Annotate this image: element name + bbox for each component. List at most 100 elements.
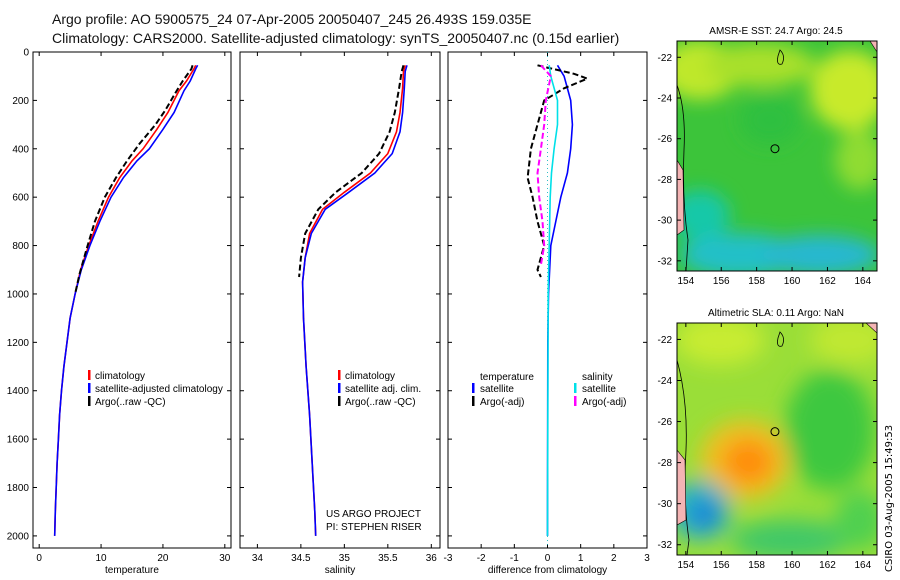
sst-map-xtick-label: 154 <box>678 276 695 287</box>
legend-swatch-sal-argo <box>574 396 577 406</box>
sst-map-float-marker <box>770 144 780 154</box>
legend-swatch-climatology <box>88 370 91 380</box>
sla-map-xtick-label: 154 <box>678 560 695 571</box>
difference-series-temperature-satellite <box>546 64 574 536</box>
temperature-legend: climatology satellite-adjusted climatolo… <box>88 370 223 408</box>
depth-tick-label: 0 <box>23 48 29 59</box>
legend-swatch-argo <box>338 396 341 406</box>
difference-legend: temperature satellite Argo(-adj) salinit… <box>472 372 626 408</box>
temperature-xtick-label: 10 <box>96 553 108 564</box>
legend-swatch-sal-satellite <box>574 383 577 393</box>
sst-map-xtick-label: 160 <box>784 276 801 287</box>
depth-tick-label: 1400 <box>7 386 30 397</box>
salinity-legend: climatology satellite adj. clim. Argo(..… <box>338 370 421 408</box>
legend-label: satellite <box>480 384 514 395</box>
legend-swatch-argo <box>88 396 91 406</box>
difference-xtick-label: -3 <box>444 553 453 564</box>
sla-map-field <box>677 323 877 555</box>
difference-xtick-label: 3 <box>644 553 650 564</box>
sst-map-xtick-label: 156 <box>713 276 730 287</box>
difference-xtick-label: 0 <box>545 553 551 564</box>
sst-map-xtick-label: 158 <box>748 276 765 287</box>
sla-map-frame <box>676 322 878 556</box>
sst-map-ytick-label: -32 <box>658 256 673 267</box>
depth-tick-label: 600 <box>12 193 29 204</box>
difference-xtick-label: 2 <box>611 553 617 564</box>
depth-tick-label: 1200 <box>7 338 30 349</box>
sla-map-xtick-label: 156 <box>713 560 730 571</box>
difference-series-temperature-argo-adj- <box>526 64 591 278</box>
legend-label: Argo(-adj) <box>582 397 626 408</box>
sla-map-title: Altimetric SLA: 0.11 Argo: NaN <box>708 308 844 319</box>
legend-swatch-climatology <box>338 370 341 380</box>
temperature-xlabel: temperature <box>105 565 159 576</box>
temperature-xtick-label: 20 <box>157 553 169 564</box>
depth-tick-label: 200 <box>12 96 29 107</box>
depth-tick-label: 1600 <box>7 435 30 446</box>
salinity-xtick-label: 36 <box>426 553 438 564</box>
sla-map-float-marker <box>770 427 780 437</box>
salinity-xtick-label: 34.5 <box>291 553 311 564</box>
legend-swatch-satellite <box>88 383 91 393</box>
salinity-series-climatology <box>301 65 406 536</box>
sla-map-xtick-label: 158 <box>748 560 765 571</box>
timestamp-stamp: CSIRO 03-Aug-2005 15:49:53 <box>884 424 895 572</box>
sla-map-ytick-label: -30 <box>658 499 673 510</box>
sla-map-ytick-label: -28 <box>658 458 673 469</box>
land-patch <box>677 41 877 526</box>
legend-label: satellite-adjusted climatology <box>95 384 223 395</box>
sla-map-ytick-label: -24 <box>658 376 673 387</box>
sst-map-title: AMSR-E SST: 24.7 Argo: 24.5 <box>709 26 843 37</box>
depth-tick-label: 1800 <box>7 483 30 494</box>
legend-label: salinity <box>582 372 613 383</box>
pi-credit: PI: STEPHEN RISER <box>326 522 422 533</box>
sst-map-ytick-label: -22 <box>658 53 673 64</box>
temperature-series-argo-raw-qc- <box>74 64 194 295</box>
legend-label: climatology <box>95 371 145 382</box>
temperature-series-satellite-adjusted-climatology <box>53 64 199 536</box>
legend-label: satellite <box>582 384 616 395</box>
difference-xlabel: difference from climatology <box>488 565 607 576</box>
difference-xtick-label: -2 <box>477 553 486 564</box>
temperature-axes-frame <box>32 51 232 549</box>
project-credit: US ARGO PROJECT <box>326 509 421 520</box>
temperature-series-climatology <box>53 64 197 536</box>
salinity-xtick-label: 35 <box>339 553 351 564</box>
sst-map-ytick-label: -30 <box>658 216 673 227</box>
salinity-xlabel: salinity <box>325 565 356 576</box>
temperature-xtick-label: 0 <box>36 553 42 564</box>
legend-label: temperature <box>480 372 534 383</box>
salinity-series-argo-raw-qc- <box>298 65 405 278</box>
sst-map-ytick-label: -28 <box>658 175 673 186</box>
legend-label: Argo(..raw -QC) <box>95 397 166 408</box>
sst-map-frame <box>676 40 878 272</box>
depth-tick-label: 800 <box>12 241 29 252</box>
salinity-xtick-label: 34 <box>252 553 264 564</box>
figure-subtitle: Climatology: CARS2000. Satellite-adjuste… <box>52 30 620 46</box>
sla-map-xtick-label: 160 <box>784 560 801 571</box>
sla-map-ytick-label: -26 <box>658 417 673 428</box>
sla-map-xtick-label: 164 <box>854 560 871 571</box>
depth-tick-label: 2000 <box>7 531 30 542</box>
salinity-axes-frame <box>239 51 441 549</box>
legend-label: Argo(-adj) <box>480 397 524 408</box>
depth-tick-label: 1000 <box>7 289 30 300</box>
legend-label: climatology <box>345 371 395 382</box>
difference-series-salinity-satellite <box>546 65 559 536</box>
sst-map-xtick-label: 162 <box>819 276 836 287</box>
difference-xtick-label: 1 <box>578 553 584 564</box>
salinity-xtick-label: 35.5 <box>378 553 398 564</box>
legend-label: Argo(..raw -QC) <box>345 397 416 408</box>
difference-series-salinity-argo-adj- <box>536 64 552 266</box>
sst-map-field <box>677 41 877 271</box>
sst-map-ytick-label: -24 <box>658 93 673 104</box>
legend-swatch-temp-argo <box>472 396 475 406</box>
depth-tick-label: 400 <box>12 144 29 155</box>
figure-title: Argo profile: AO 5900575_24 07-Apr-2005 … <box>52 11 532 27</box>
sla-map-ytick-label: -22 <box>658 335 673 346</box>
salinity-series-satellite-adj-clim- <box>301 65 408 536</box>
sst-map-xtick-label: 164 <box>854 276 871 287</box>
legend-label: satellite adj. clim. <box>345 384 421 395</box>
